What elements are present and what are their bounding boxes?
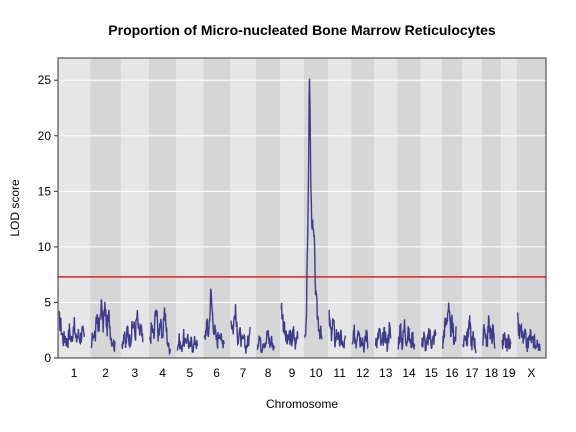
- x-tick-label-13: 13: [379, 366, 393, 380]
- chromosome-band-1: [58, 58, 91, 358]
- chromosome-band-5: [176, 58, 204, 358]
- x-tick-label-3: 3: [132, 366, 139, 380]
- x-tick-label-11: 11: [333, 366, 346, 380]
- y-axis: 0 5 10 15 20 25: [38, 73, 58, 365]
- chromosome-band-6: [203, 58, 230, 358]
- lod-series-line: [58, 78, 541, 356]
- chart-title: Proportion of Micro-nucleated Bone Marro…: [108, 22, 496, 38]
- chromosome-band-16: [441, 58, 462, 358]
- x-tick-label-18: 18: [485, 366, 499, 380]
- chromosome-band-18: [481, 58, 502, 358]
- chromosome-band-12: [351, 58, 375, 358]
- chromosome-band-11: [328, 58, 352, 358]
- x-tick-label-8: 8: [265, 366, 272, 380]
- x-tick-label-1: 1: [71, 366, 78, 380]
- x-tick-label-6: 6: [213, 366, 220, 380]
- x-tick-label-12: 12: [356, 366, 370, 380]
- y-tick-label: 5: [44, 295, 51, 309]
- y-tick-label: 0: [44, 351, 51, 365]
- chromosome-band-X: [516, 58, 546, 358]
- plot-background: [58, 58, 546, 358]
- chromosome-band-15: [420, 58, 442, 358]
- grid-lines: [58, 79, 546, 303]
- chromosome-band-8: [256, 58, 281, 358]
- x-axis-label: Chromosome: [266, 397, 338, 411]
- y-tick-label: 10: [38, 240, 52, 254]
- x-tick-label-X: X: [527, 366, 535, 380]
- x-tick-label-15: 15: [425, 366, 439, 380]
- chromosome-band-3: [120, 58, 149, 358]
- x-tick-label-16: 16: [445, 366, 459, 380]
- x-tick-label-9: 9: [289, 366, 296, 380]
- chromosome-band-4: [148, 58, 177, 358]
- chromosome-band-13: [374, 58, 398, 358]
- y-tick-label: 25: [38, 73, 52, 87]
- x-tick-label-10: 10: [309, 366, 323, 380]
- x-tick-label-19: 19: [502, 366, 516, 380]
- chromosome-band-7: [229, 58, 257, 358]
- x-tick-label-7: 7: [240, 366, 247, 380]
- x-tick-label-5: 5: [187, 366, 194, 380]
- x-tick-label-4: 4: [159, 366, 166, 380]
- x-tick-label-17: 17: [465, 366, 479, 380]
- chromosome-band-9: [280, 58, 304, 358]
- x-tick-label-2: 2: [102, 366, 109, 380]
- chromosome-band-17: [461, 58, 482, 358]
- x-axis: 1 2 3 4 5 6 7 8 9 10 11 12 13 14 15 16 17 18 19 X: [71, 366, 536, 380]
- y-tick-label: 20: [38, 129, 52, 143]
- x-tick-label-14: 14: [402, 366, 416, 380]
- plot-frame: [57, 57, 547, 359]
- y-axis-label: LOD score: [8, 179, 22, 237]
- chromosome-band-14: [397, 58, 421, 358]
- y-tick-label: 15: [38, 184, 52, 198]
- chromosome-band-19: [501, 58, 517, 358]
